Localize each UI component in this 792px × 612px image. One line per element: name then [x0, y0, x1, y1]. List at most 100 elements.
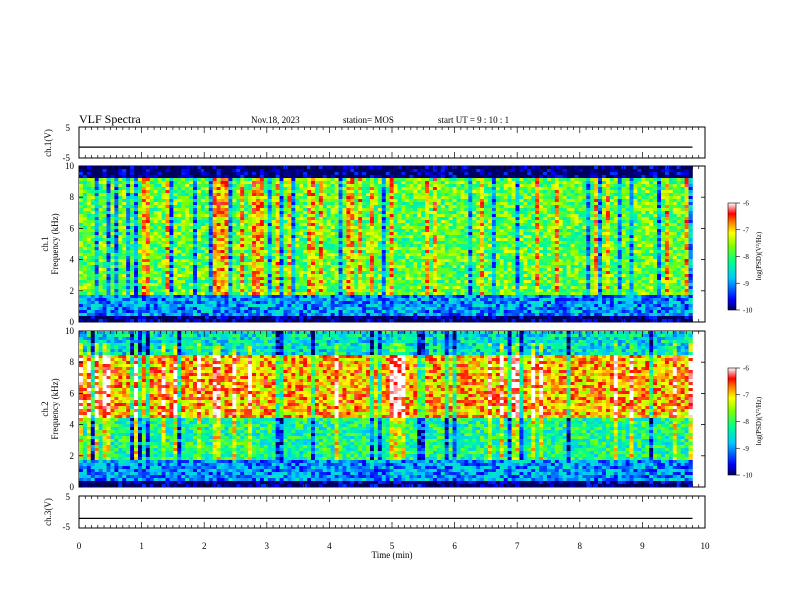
- spectrogram-cell: [275, 223, 280, 227]
- spectrogram-cell: [130, 274, 135, 278]
- spectrogram-cell: [354, 226, 359, 230]
- spectrogram-cell: [240, 316, 245, 320]
- spectrogram-cell: [165, 181, 170, 185]
- spectrogram-cell: [141, 235, 147, 239]
- spectrogram-cell: [283, 223, 288, 227]
- spectrogram-cell: [169, 280, 174, 284]
- spectrogram-cell: [86, 280, 92, 284]
- spectrogram-cell: [137, 205, 143, 209]
- spectrogram-cell: [307, 184, 312, 188]
- spectrogram-cell: [275, 226, 280, 230]
- spectrogram-cell: [173, 223, 178, 227]
- spectrogram-cell: [429, 178, 434, 182]
- spectrogram-cell: [303, 301, 308, 305]
- spectrogram-cell: [263, 298, 269, 302]
- spectrogram-cell: [452, 259, 457, 263]
- spectrogram-cell: [377, 172, 383, 176]
- spectrogram-cell: [417, 211, 422, 215]
- spectrogram-cell: [137, 289, 143, 293]
- spectrogram-cell: [303, 283, 308, 287]
- spectrogram-cell: [228, 319, 233, 323]
- spectrogram-cell: [118, 172, 123, 176]
- spectrogram-cell: [350, 190, 355, 194]
- spectrogram-cell: [303, 217, 308, 221]
- spectrogram-cell: [193, 235, 198, 239]
- spectrogram-cell: [267, 316, 272, 320]
- spectrogram-cell: [401, 169, 406, 173]
- spectrogram-cell: [137, 274, 143, 278]
- spectrogram-cell: [259, 274, 265, 278]
- spectrogram-cell: [322, 184, 328, 188]
- spectrogram-cell: [291, 217, 296, 221]
- spectrogram-cell: [228, 292, 233, 296]
- spectrogram-cell: [185, 217, 190, 221]
- spectrogram-cell: [314, 295, 320, 299]
- spectrogram-cell: [94, 187, 99, 191]
- spectrogram-cell: [432, 172, 438, 176]
- spectrogram-cell: [354, 274, 359, 278]
- spectrogram-cell: [236, 277, 241, 281]
- spectrogram-cell: [244, 319, 249, 323]
- spectrogram-cell: [122, 214, 127, 218]
- spectrogram-cell: [350, 310, 355, 314]
- spectrogram-cell: [173, 232, 178, 236]
- spectrogram-cell: [82, 283, 88, 287]
- spectrogram-cell: [307, 253, 312, 257]
- spectrogram-cell: [122, 220, 127, 224]
- spectrogram-cell: [173, 271, 178, 275]
- spectrogram-cell: [283, 226, 288, 230]
- spectrogram-cell: [189, 262, 194, 266]
- spectrogram-cell: [303, 295, 308, 299]
- spectrogram-cell: [114, 289, 119, 293]
- spectrogram-cell: [373, 247, 379, 251]
- spectrogram-cell: [366, 190, 371, 194]
- spectrogram-cell: [307, 250, 312, 254]
- spectrogram-cell: [169, 277, 174, 281]
- spectrogram-cell: [303, 172, 308, 176]
- spectrogram-cell: [409, 274, 414, 278]
- spectrogram-cell: [452, 286, 457, 290]
- spectrogram-cell: [149, 175, 155, 179]
- spectrogram-cell: [98, 193, 103, 197]
- spectrogram-cell: [181, 283, 186, 287]
- spectrogram-cell: [252, 169, 257, 173]
- spectrogram-cell: [444, 220, 449, 224]
- spectrogram-cell: [263, 256, 269, 260]
- spectrogram-cell: [248, 169, 253, 173]
- spectrogram-cell: [287, 310, 292, 314]
- spectrogram-cell: [212, 277, 217, 281]
- spectrogram-cell: [82, 232, 88, 236]
- spectrogram-cell: [181, 313, 186, 317]
- spectrogram-cell: [244, 286, 249, 290]
- spectrogram-cell: [421, 274, 426, 278]
- spectrogram-cell: [330, 316, 335, 320]
- spectrogram-cell: [118, 274, 123, 278]
- spectrogram-cell: [362, 232, 367, 236]
- spectrogram-cell: [405, 175, 410, 179]
- spectrogram-cell: [137, 295, 143, 299]
- spectrogram-cell: [271, 181, 276, 185]
- spectrogram-cell: [189, 277, 194, 281]
- spectrogram-cell: [283, 316, 288, 320]
- spectrogram-cell: [307, 187, 312, 191]
- spectrogram-cell: [429, 220, 434, 224]
- spectrogram-cell: [134, 259, 139, 263]
- spectrogram-cell: [228, 199, 233, 203]
- spectrogram-cell: [417, 295, 422, 299]
- spectrogram-cell: [216, 271, 221, 275]
- spectrogram-cell: [208, 268, 213, 272]
- spectrogram-cell: [208, 217, 213, 221]
- spectrogram-cell: [263, 313, 269, 317]
- spectrogram-cell: [373, 283, 379, 287]
- spectrogram-cell: [169, 217, 174, 221]
- spectrogram-cell: [224, 190, 229, 194]
- spectrogram-cell: [137, 304, 143, 308]
- spectrogram-cell: [90, 292, 96, 296]
- spectrogram-cell: [271, 289, 276, 293]
- spectrogram-cell: [169, 169, 174, 173]
- spectrogram-cell: [173, 184, 178, 188]
- spectrogram-cell: [291, 319, 296, 323]
- spectrogram-cell: [342, 286, 347, 290]
- spectrogram-cell: [86, 253, 92, 257]
- spectrogram-cell: [381, 241, 387, 245]
